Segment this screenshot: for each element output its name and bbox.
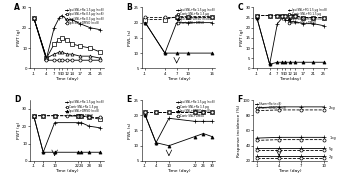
X-axis label: Time (day): Time (day) <box>167 77 190 81</box>
X-axis label: Time (day): Time (day) <box>167 169 190 173</box>
Y-axis label: PWT (g): PWT (g) <box>240 29 244 46</box>
Text: 2g: 2g <box>329 155 334 159</box>
Legend: Sham+Ro (n=8), Sham+DMSO (n=8): Sham+Ro (n=8), Sham+DMSO (n=8) <box>255 101 286 110</box>
X-axis label: Time(day): Time(day) <box>279 77 301 81</box>
Y-axis label: PWT (g): PWT (g) <box>17 29 21 46</box>
Text: 1kg: 1kg <box>329 136 336 140</box>
Legend: Ipsi SNL+Ro 1.5 μg (n=8), Contr SNL+Ro 1.5 pg, Ipsi SNL+DMSO (n=8), Contr SNL+DM: Ipsi SNL+Ro 1.5 μg (n=8), Contr SNL+Ro 1… <box>176 100 215 118</box>
X-axis label: Time (day): Time (day) <box>55 169 79 173</box>
Text: E: E <box>126 95 131 104</box>
Text: B: B <box>126 3 131 11</box>
Y-axis label: Response incidence (%): Response incidence (%) <box>237 104 241 157</box>
Y-axis label: PWL (s): PWL (s) <box>128 30 132 46</box>
Text: 5g: 5g <box>329 147 334 151</box>
Legend: Ipsi SNL+Ro 1.5 μg (n=8), Contr SNL+Ro 1.5 μg, Ipsi SNL+DMSO (n=8), Contr SNL+DM: Ipsi SNL+Ro 1.5 μg (n=8), Contr SNL+Ro 1… <box>176 8 215 25</box>
X-axis label: Time (day): Time (day) <box>278 169 302 173</box>
Text: D: D <box>14 95 21 104</box>
Legend: Ipsi SNL+Ro 1.5 μg (n=8), Ipsi SNL+Ro 0.5 μg (n=8), Ipsi SNL+Ro 0.3 μg (n=8), Ip: Ipsi SNL+Ro 1.5 μg (n=8), Ipsi SNL+Ro 0.… <box>65 8 104 25</box>
Text: F: F <box>237 95 243 104</box>
Legend: Ipsi SNL+Ro 1.5 μg (n=8), Contr SNL+Ro 1.5 pg, Ipsi SNL+DMSO (n=8), Contr SNL+DM: Ipsi SNL+Ro 1.5 μg (n=8), Contr SNL+Ro 1… <box>65 100 104 118</box>
Text: 2kg: 2kg <box>329 106 336 110</box>
Y-axis label: PWT (g): PWT (g) <box>17 122 21 139</box>
Text: C: C <box>237 3 243 11</box>
X-axis label: Time (day): Time (day) <box>55 77 79 81</box>
Y-axis label: PWL (s): PWL (s) <box>128 122 132 139</box>
Legend: Ipsi SNL+FG 1.5 μg (n=8), Contr SNL+FG 1.5 μg, Ipsi SNL+DMSO (n=8), Contr SNL+DM: Ipsi SNL+FG 1.5 μg (n=8), Contr SNL+FG 1… <box>287 8 327 25</box>
Text: A: A <box>14 3 20 11</box>
